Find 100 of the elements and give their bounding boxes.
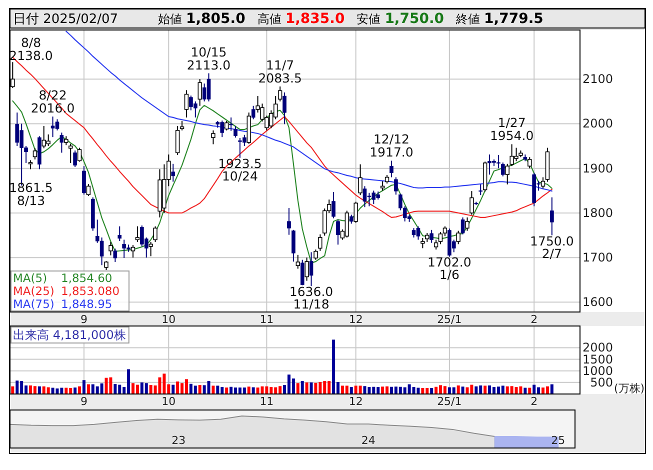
bar [363,386,366,394]
bar [292,378,295,394]
y-tick-label: 2100 [582,72,613,86]
candlestick [478,184,483,196]
bar [158,377,162,394]
candlestick [278,86,282,102]
annotation: 1750.0 2/7 [530,233,574,261]
candlestick [362,186,367,208]
bar [38,386,41,394]
x-tick-label: 23 [172,434,186,447]
candlestick [304,257,309,282]
x-tick-label: 11 [260,313,274,326]
x-tick-label: 2 [530,313,538,326]
candlestick [434,239,438,250]
candlestick [287,208,291,236]
bar [212,386,215,394]
bar [314,382,318,394]
bar [434,386,438,394]
bar [488,385,492,394]
bar [412,387,416,394]
y-tick-label: 1000 [582,364,613,378]
y-axis-title: (万株) [614,382,645,395]
bar [33,386,36,394]
bar [452,387,456,394]
bar [198,384,202,394]
candlestick [130,244,136,258]
bar [443,386,446,394]
bar [350,387,353,394]
candlestick [224,120,229,131]
candlestick [229,116,233,132]
bar [225,388,228,394]
candlestick [211,130,216,145]
candlestick [465,216,470,232]
bar [421,388,424,394]
annotation: 1861.5 8/13 [9,180,53,208]
candlestick [380,180,385,192]
candlestick [108,241,113,256]
bar [296,383,300,394]
candlestick [100,236,104,266]
x-tick-label: 9 [80,395,88,408]
candlestick [251,105,256,120]
candlestick [318,234,322,252]
text: 安値 1,750.0 [356,11,444,27]
bar [430,388,434,394]
bar [86,384,90,394]
candlestick [470,190,474,216]
x-tick-label: 24 [361,434,376,447]
bar [256,388,260,394]
annotation: 8/8 2138.0 [9,35,53,63]
text: MA(25) 1,853.080 [13,284,120,298]
chart-title: 出来高 4,181,000株 [13,328,126,342]
bar [100,383,104,394]
bar [345,386,348,394]
bar [252,387,255,394]
candlestick [32,148,38,160]
candlestick [175,125,180,156]
candlestick [15,112,20,147]
candlestick [46,134,50,147]
candlestick [332,191,336,219]
candlestick [296,254,300,270]
candlestick [148,241,153,257]
candlestick [336,219,340,246]
candlestick [86,183,91,196]
candlestick [68,143,73,164]
y-tick-label: 500 [590,375,613,390]
bar [519,386,522,394]
x-tick-label: 25/1 [437,395,462,408]
candlestick [292,229,296,262]
bar [332,340,336,394]
candlestick [180,120,184,131]
candlestick [390,160,394,178]
text: 高値 1,835.0 [257,11,345,27]
text: 始値 1,805.0 [158,11,246,27]
candlestick [322,208,327,236]
candlestick [184,90,189,118]
candlestick [344,210,350,238]
y-tick-label: 2000 [582,116,613,131]
candlestick [442,226,448,237]
text: MA(75) 1,848.95 [13,297,112,311]
candlestick [234,125,238,138]
bar [466,387,469,394]
bar [242,388,246,394]
bar [456,385,460,394]
bar [546,386,549,394]
candlestick [528,156,532,169]
candlestick [282,92,286,125]
bar [305,382,308,394]
annotation: 1/27 1954.0 [490,115,534,144]
bar [16,380,19,394]
y-tick-label: 1800 [582,206,613,220]
candlestick [77,147,82,162]
annotation: 1702.0 1/6 [428,254,472,282]
x-tick-label: 2 [530,395,538,408]
bar [300,381,304,394]
candlestick [300,259,304,286]
candlestick [394,176,398,196]
annotation: 10/15 2113.0 [186,44,231,72]
candlestick [153,226,158,242]
candlestick [460,216,465,235]
bar [484,386,487,394]
